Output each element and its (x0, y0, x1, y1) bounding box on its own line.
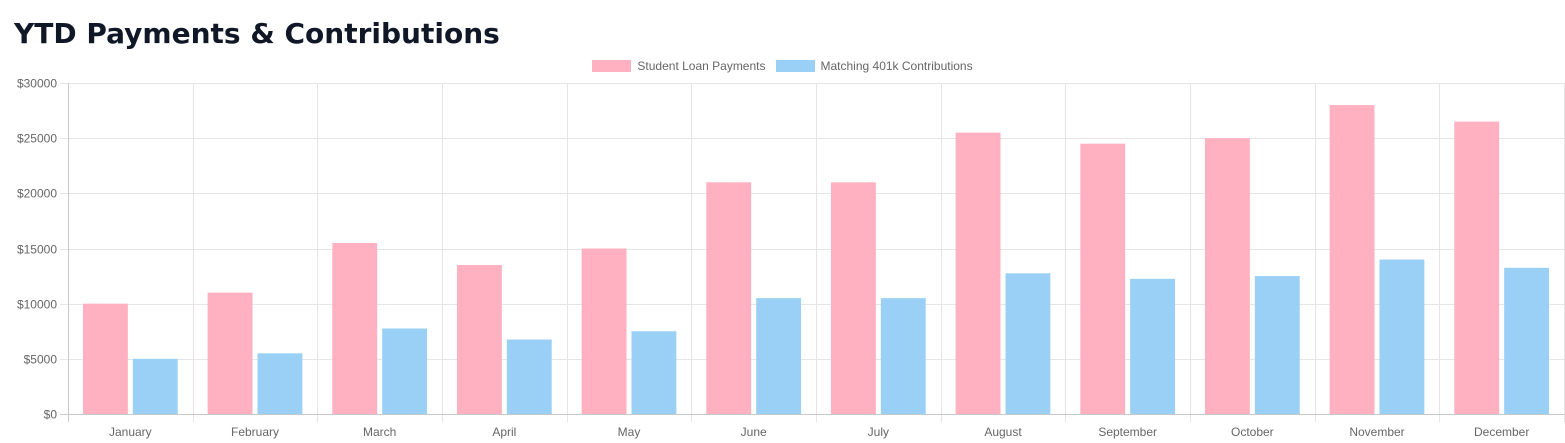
bar-401k-december[interactable] (1504, 267, 1550, 414)
y-tick-label: $25000 (17, 132, 57, 146)
bar-401k-july[interactable] (880, 298, 926, 414)
legend-item-student-loan[interactable]: Student Loan Payments (592, 59, 766, 73)
y-tick-label: $20000 (17, 187, 57, 201)
bar-student-loan-december[interactable] (1454, 121, 1500, 415)
bar-student-loan-february[interactable] (207, 292, 253, 414)
bar-student-loan-march[interactable] (332, 242, 378, 414)
bar-401k-february[interactable] (257, 353, 303, 414)
bar-student-loan-september[interactable] (1080, 143, 1126, 414)
bar-student-loan-july[interactable] (830, 182, 876, 414)
x-tick-label: August (984, 425, 1022, 439)
y-tick-label: $0 (44, 408, 58, 422)
legend-label-401k: Matching 401k Contributions (820, 59, 973, 73)
bar-401k-october[interactable] (1254, 276, 1300, 414)
legend-item-401k[interactable]: Matching 401k Contributions (775, 59, 973, 73)
bar-401k-march[interactable] (382, 328, 428, 414)
bar-401k-april[interactable] (506, 339, 552, 414)
x-tick-label: October (1231, 425, 1274, 439)
page-title: YTD Payments & Contributions (14, 17, 500, 50)
y-tick-label: $30000 (17, 77, 57, 91)
bars-layer (82, 105, 1550, 415)
y-tick-label: $5000 (24, 353, 58, 367)
bar-student-loan-june[interactable] (706, 182, 752, 414)
bar-401k-november[interactable] (1379, 259, 1425, 414)
axis-layer: $0 $5000 $10000 $15000 $20000 $25000 $30000 Jan… (17, 77, 1564, 439)
legend-swatch-student-loan (592, 60, 632, 72)
bar-401k-june[interactable] (756, 298, 802, 414)
y-tick-label: $10000 (17, 298, 57, 312)
x-tick-label: November (1349, 425, 1404, 439)
x-tick-label: July (868, 425, 889, 439)
x-tick-label: March (363, 425, 396, 439)
x-tick-label: June (741, 425, 767, 439)
bar-student-loan-october[interactable] (1204, 138, 1250, 415)
x-tick-label: May (618, 425, 641, 439)
legend-label-student-loan: Student Loan Payments (637, 59, 766, 73)
x-tick-label: April (492, 425, 516, 439)
chart-legend: Student Loan Payments Matching 401k Cont… (0, 58, 1565, 74)
bar-student-loan-august[interactable] (955, 132, 1001, 414)
bar-student-loan-november[interactable] (1329, 105, 1375, 414)
x-tick-label: January (109, 425, 152, 439)
bar-401k-august[interactable] (1005, 273, 1051, 414)
bar-401k-january[interactable] (132, 358, 178, 414)
y-tick-label: $15000 (17, 243, 57, 257)
bar-student-loan-january[interactable] (82, 303, 128, 414)
bar-401k-september[interactable] (1130, 278, 1176, 414)
bar-401k-may[interactable] (631, 331, 677, 414)
legend-swatch-401k (775, 60, 815, 72)
bar-student-loan-april[interactable] (456, 265, 502, 414)
x-tick-label: February (231, 425, 279, 439)
x-tick-label: December (1474, 425, 1529, 439)
x-tick-label: September (1098, 425, 1157, 439)
bar-student-loan-may[interactable] (581, 248, 627, 415)
